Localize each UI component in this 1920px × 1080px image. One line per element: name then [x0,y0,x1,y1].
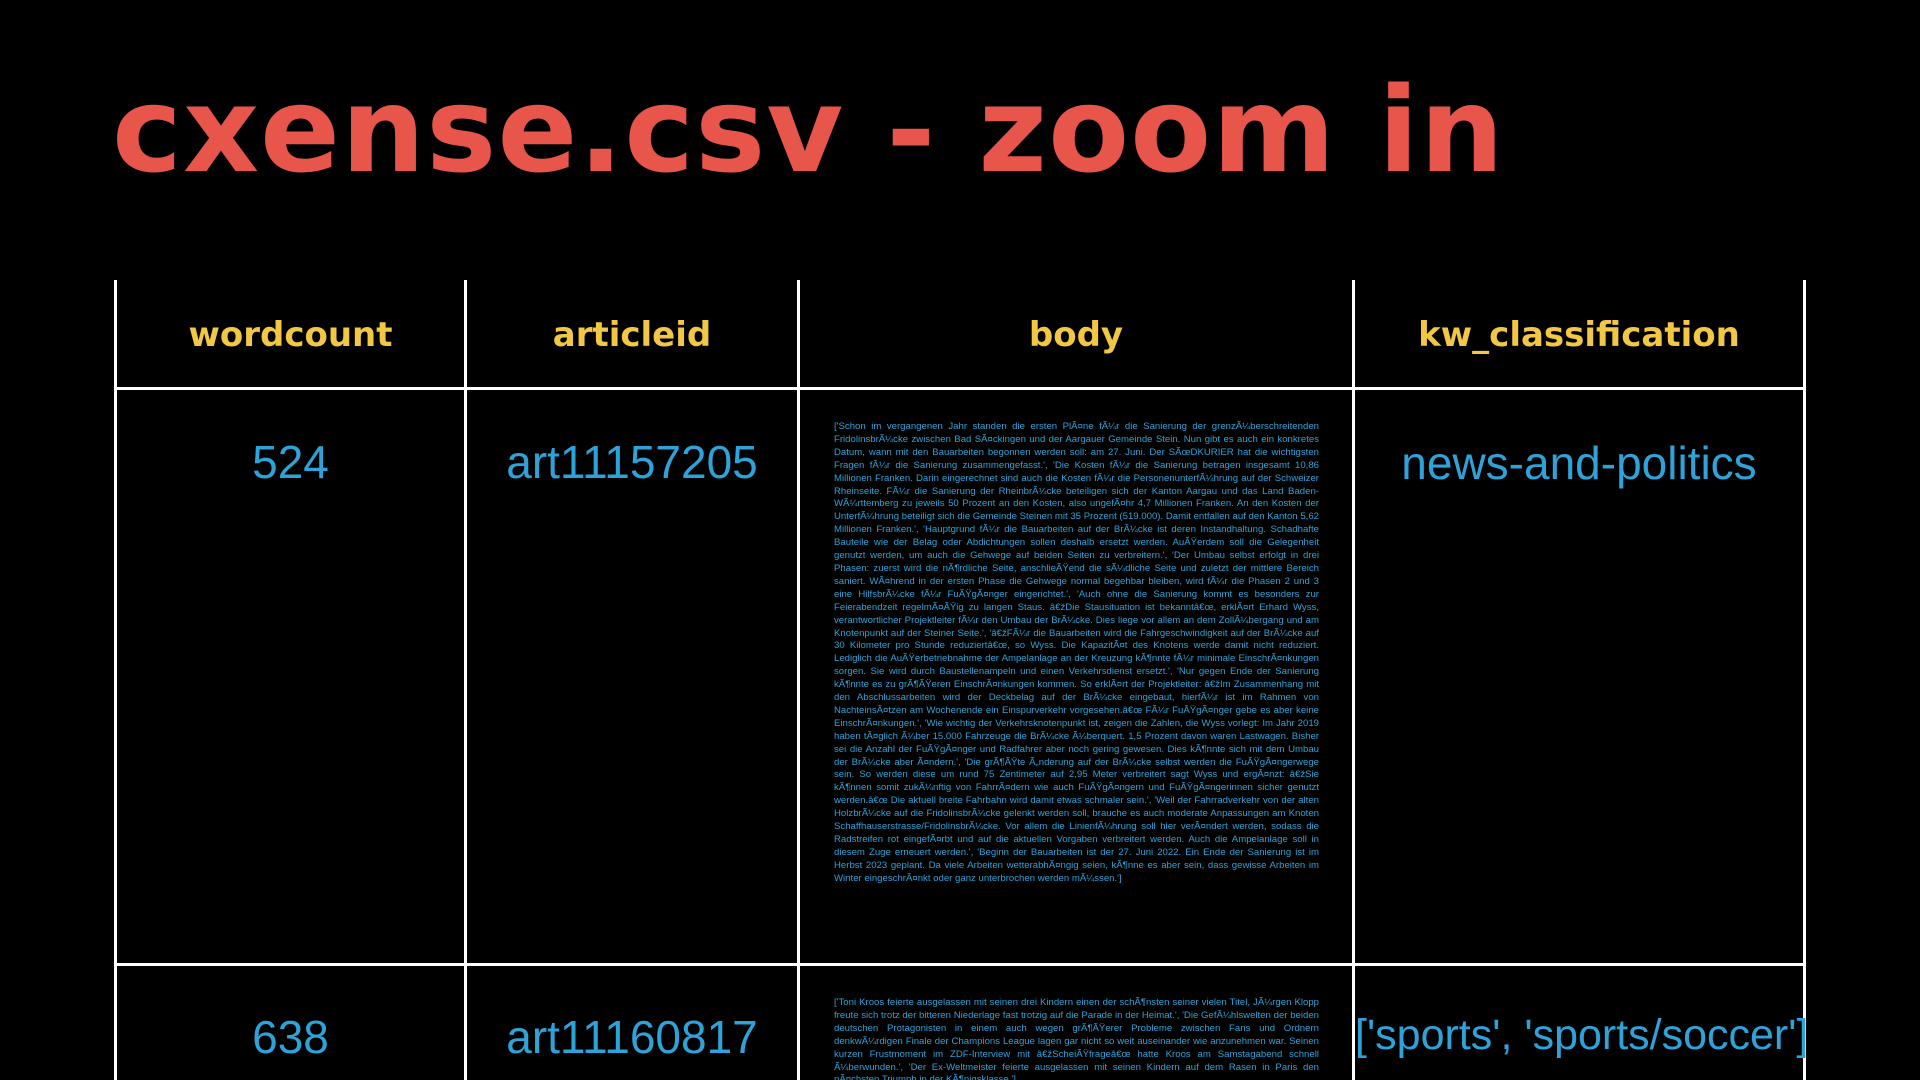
table-cell-body: ['Schon im vergangenen Jahr standen die … [834,421,1319,884]
table-cell-articleid: art11160817 [506,1011,758,1063]
grid-line-vertical [464,280,467,1080]
column-header-articleid: articleid [552,315,712,355]
grid-line-vertical [797,280,800,1080]
table-cell-kw-classification: ['sports', 'sports/soccer'] [1355,1011,1806,1059]
table-cell-body: ['Toni Kroos feierte ausgelassen mit sei… [834,997,1319,1080]
table-cell-kw-classification: news-and-politics [1401,437,1757,489]
table-cell-articleid: art11157205 [506,436,758,488]
grid-line-vertical [1803,280,1806,1080]
grid-line-vertical [114,280,117,1080]
csv-table: wordcount articleid body kw_classificati… [114,280,1806,1080]
column-header-body: body [1028,315,1124,355]
grid-line-horizontal [114,387,1806,390]
grid-line-vertical [1352,280,1355,1080]
column-header-kw-classification: kw_classification [1418,315,1740,355]
table-cell-wordcount: 524 [252,436,329,488]
table-cell-wordcount: 638 [252,1011,329,1063]
slide-title: cxense.csv - zoom in [112,61,1505,199]
grid-line-horizontal [114,963,1806,966]
column-header-wordcount: wordcount [188,315,393,355]
